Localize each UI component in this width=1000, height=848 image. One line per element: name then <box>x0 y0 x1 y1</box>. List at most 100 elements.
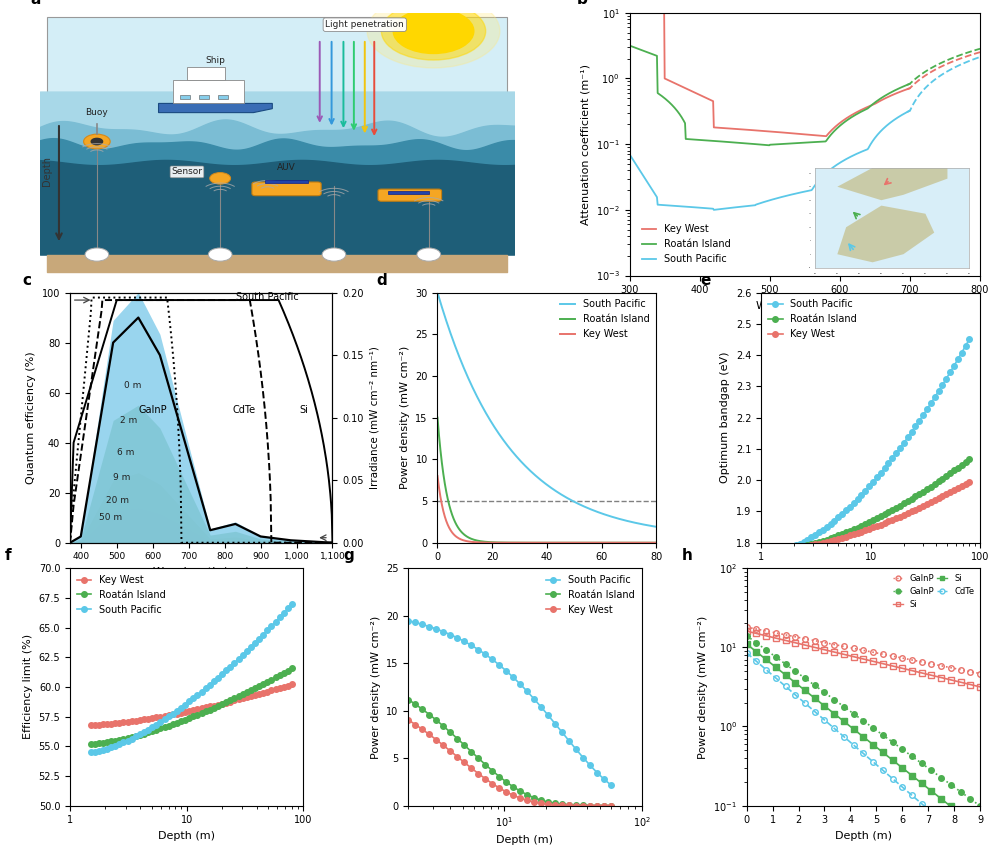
GaInP (SP) <box>818 688 830 698</box>
Roatán Island <box>801 540 813 550</box>
South Pacific <box>591 767 603 778</box>
Key West <box>486 778 498 789</box>
CdTe <box>770 673 782 683</box>
Key West <box>233 695 245 705</box>
CdTe <box>741 648 753 658</box>
Key West <box>113 717 125 728</box>
Key West <box>565 538 577 548</box>
Roatán Island <box>245 685 257 695</box>
Roatán Island <box>528 793 540 803</box>
South Pacific <box>93 746 105 756</box>
Roatán Island <box>126 732 138 742</box>
Line: South Pacific: South Pacific <box>88 601 295 755</box>
Roatán Island <box>444 727 456 737</box>
Key West <box>175 707 187 717</box>
Key West <box>963 477 975 487</box>
Si (KW) <box>750 628 762 639</box>
GaInP (KW) <box>838 641 850 651</box>
Roatán Island <box>657 92 669 103</box>
Circle shape <box>322 248 346 261</box>
Roatán Island <box>493 772 505 782</box>
Key West <box>863 524 875 534</box>
Key West <box>154 711 166 722</box>
Circle shape <box>85 248 109 261</box>
Key West <box>825 536 837 546</box>
Key West <box>437 740 449 750</box>
Roatán Island <box>122 733 134 743</box>
Key West <box>423 729 435 739</box>
Key West <box>159 711 171 721</box>
Si (KW) <box>925 670 937 680</box>
South Pacific <box>432 290 444 300</box>
GaInP (SP) <box>887 737 899 747</box>
South Pacific <box>228 658 240 668</box>
Key West <box>216 699 228 709</box>
GaInP (KW) <box>789 632 801 642</box>
Line: Si (SP): Si (SP) <box>744 641 983 833</box>
CdTe <box>906 790 918 801</box>
Si (SP) <box>896 762 908 773</box>
South Pacific <box>828 516 840 526</box>
Roatán Island <box>191 710 203 720</box>
Key West <box>886 515 898 525</box>
Line: Key West: Key West <box>406 717 614 808</box>
Text: 20 m: 20 m <box>106 496 129 505</box>
Key West <box>130 716 142 726</box>
Key West <box>906 506 918 516</box>
Roatán Island <box>782 544 794 554</box>
South Pacific <box>444 629 456 639</box>
Roatán Island <box>852 522 864 533</box>
Roatán Island <box>179 715 191 725</box>
South Pacific <box>430 624 442 634</box>
Text: Light penetration: Light penetration <box>325 20 404 29</box>
Roatán Island <box>117 734 129 744</box>
GaInP (KW) <box>906 655 918 665</box>
Line: GaInP (SP): GaInP (SP) <box>744 633 983 809</box>
Key West <box>925 497 937 507</box>
Key West <box>875 520 887 530</box>
Roatán Island <box>879 510 891 520</box>
Key West <box>196 703 208 713</box>
GaInP (SP) <box>867 722 879 733</box>
Roatán Island <box>113 734 125 745</box>
Roatán Island <box>598 801 610 811</box>
Line: Roatán Island: Roatán Island <box>406 697 614 808</box>
X-axis label: Wavelength (nm): Wavelength (nm) <box>756 301 853 311</box>
South Pacific <box>821 522 833 532</box>
South Pacific <box>179 700 191 710</box>
Legend: Key West, Roatán Island, South Pacific: Key West, Roatán Island, South Pacific <box>638 220 735 268</box>
South Pacific <box>836 509 848 519</box>
Key West <box>790 543 802 553</box>
Roatán Island <box>465 746 477 756</box>
Roatán Island <box>813 537 825 547</box>
Roatán Island <box>549 798 561 808</box>
South Pacific <box>630 518 642 528</box>
Roatán Island <box>458 740 470 750</box>
Roatán Island <box>630 538 642 548</box>
Roatán Island <box>507 782 519 792</box>
GaInP (SP) <box>848 709 860 719</box>
Key West <box>409 719 421 729</box>
Key West <box>936 491 948 501</box>
GaInP (SP) <box>906 751 918 762</box>
Key West <box>89 720 101 730</box>
Roatán Island <box>790 542 802 552</box>
South Pacific <box>274 612 286 622</box>
South Pacific <box>105 742 117 752</box>
Key West <box>894 511 906 522</box>
Key West <box>237 694 249 704</box>
Key West <box>458 757 470 767</box>
Roatán Island <box>282 666 294 676</box>
South Pacific <box>535 702 547 712</box>
Key West <box>138 714 150 724</box>
Roatán Island <box>521 789 533 800</box>
GaInP (SP) <box>780 659 792 669</box>
Circle shape <box>393 8 474 53</box>
Text: Si: Si <box>299 404 308 415</box>
Key West <box>577 801 589 811</box>
Roatán Island <box>940 471 952 481</box>
Roatán Island <box>138 728 150 739</box>
Si (KW) <box>867 656 879 667</box>
Text: e: e <box>700 272 710 287</box>
CdTe <box>945 823 957 834</box>
